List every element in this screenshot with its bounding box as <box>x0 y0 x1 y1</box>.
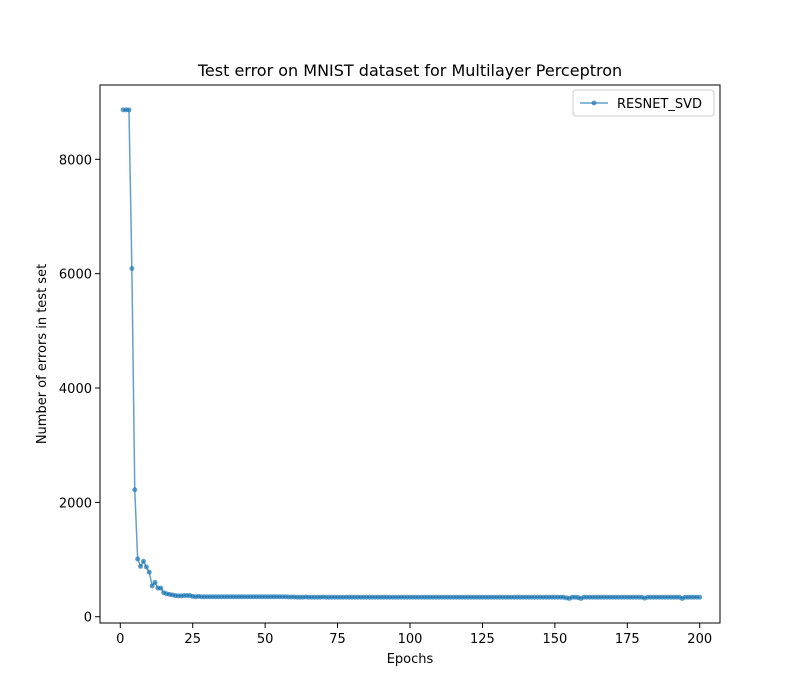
legend: RESNET_SVD <box>572 89 715 117</box>
y-axis-label: Number of errors in test set <box>35 264 50 444</box>
legend-marker <box>591 100 597 106</box>
y-tick-label: 6000 <box>59 268 92 283</box>
data-point <box>129 266 135 272</box>
data-point <box>138 563 144 569</box>
data-point <box>697 594 703 600</box>
x-tick-label: 50 <box>257 632 274 647</box>
data-point <box>149 583 155 589</box>
data-point <box>143 564 149 570</box>
legend-label: RESNET_SVD <box>617 97 702 112</box>
y-tick-label: 4000 <box>59 382 92 397</box>
x-axis-label: Epochs <box>387 652 434 667</box>
data-point <box>146 569 152 575</box>
x-tick-label: 150 <box>542 632 567 647</box>
chart-title: Test error on MNIST dataset for Multilay… <box>197 61 622 80</box>
x-tick-label: 0 <box>116 632 124 647</box>
data-point <box>152 579 158 585</box>
data-point <box>132 487 138 493</box>
data-point <box>140 558 146 564</box>
data-point <box>158 585 164 591</box>
y-tick-label: 8000 <box>59 153 92 168</box>
x-tick-label: 175 <box>615 632 640 647</box>
data-point <box>135 556 141 562</box>
y-tick-label: 2000 <box>59 496 92 511</box>
y-tick-label: 0 <box>84 611 92 626</box>
legend-box <box>572 89 715 117</box>
x-tick-label: 25 <box>184 632 201 647</box>
x-tick-label: 75 <box>329 632 346 647</box>
data-point <box>126 107 132 113</box>
x-tick-label: 125 <box>470 632 495 647</box>
x-tick-label: 200 <box>687 632 712 647</box>
x-tick-label: 100 <box>398 632 423 647</box>
